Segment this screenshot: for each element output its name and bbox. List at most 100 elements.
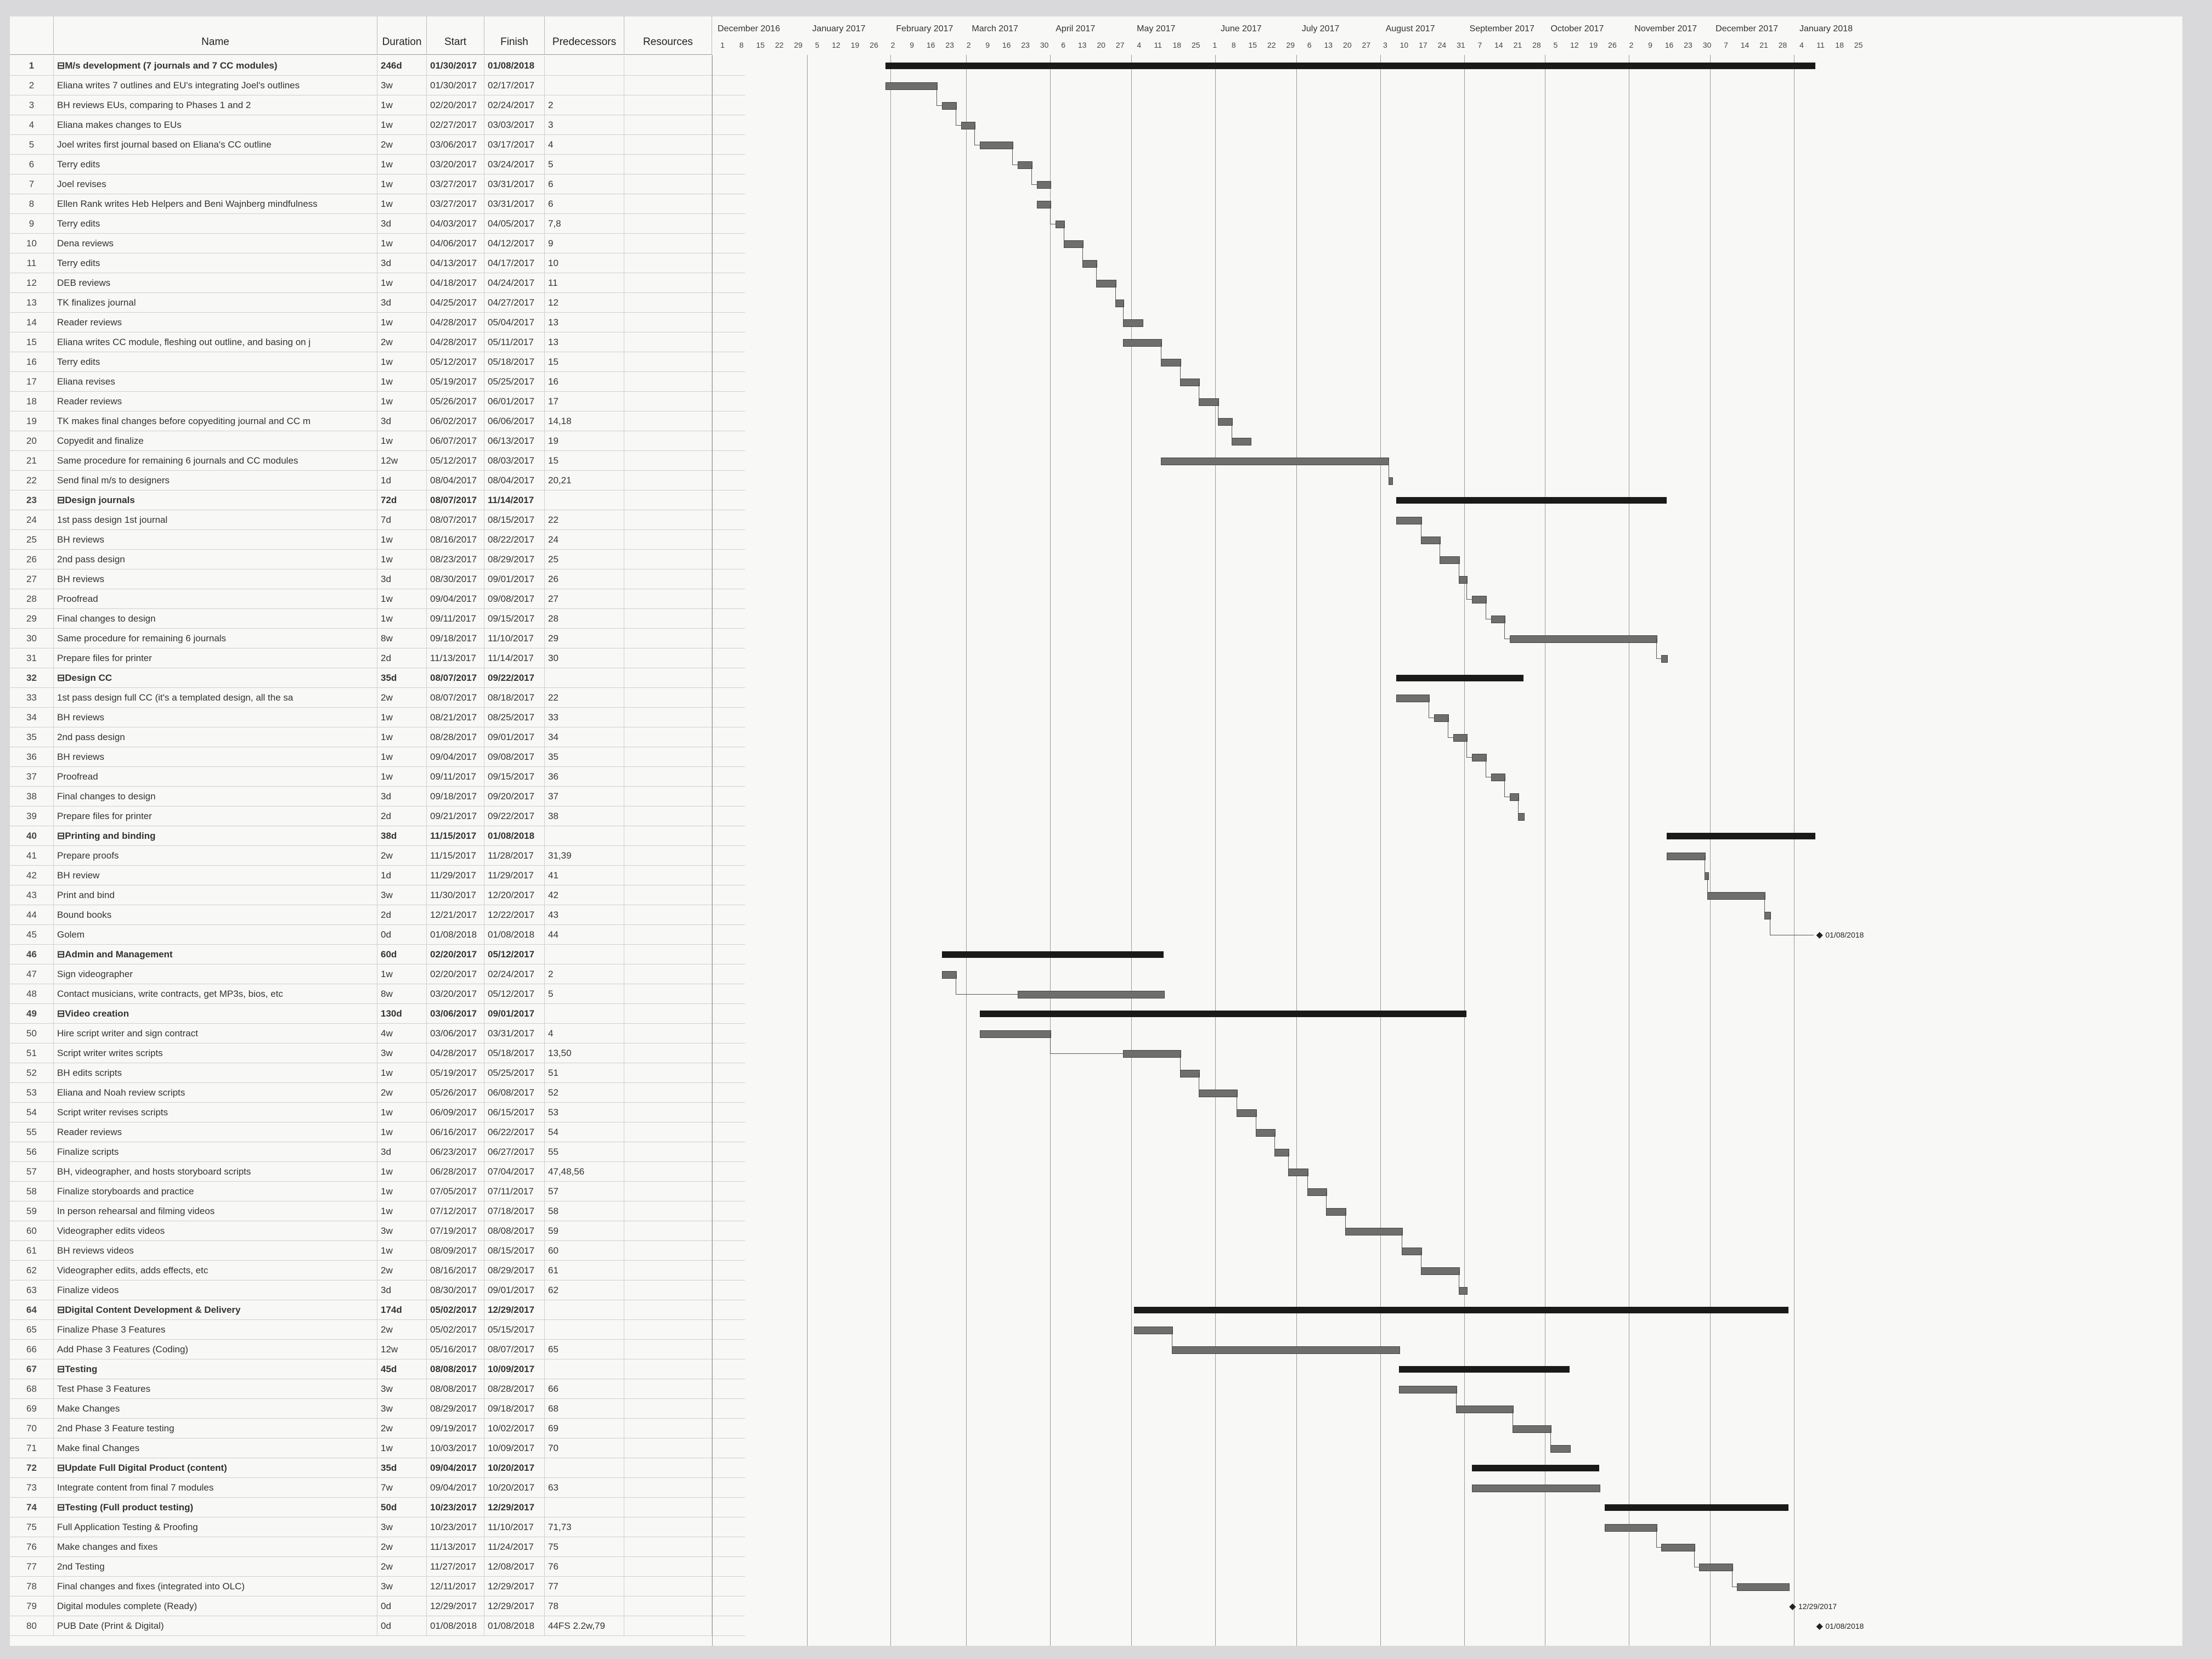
task-bar[interactable] <box>1458 1287 1468 1295</box>
task-predecessors[interactable]: 36 <box>545 767 624 787</box>
task-name[interactable]: Joel writes first journal based on Elian… <box>54 135 377 155</box>
task-duration[interactable]: 1w <box>377 747 427 767</box>
task-duration[interactable]: 1d <box>377 471 427 490</box>
task-start[interactable]: 06/23/2017 <box>427 1142 484 1162</box>
table-row[interactable]: 23 ⊟Design journals 72d 08/07/2017 11/14/201… <box>10 490 745 510</box>
task-bar[interactable] <box>1434 714 1449 722</box>
task-resources[interactable] <box>624 1537 712 1557</box>
task-finish[interactable]: 03/31/2017 <box>484 1024 545 1043</box>
table-row[interactable]: 69 Make Changes 3w 08/29/2017 09/18/2017 68 <box>10 1399 745 1419</box>
table-row[interactable]: 51 Script writer writes scripts 3w 04/28/20… <box>10 1043 745 1063</box>
table-row[interactable]: 59 In person rehearsal and filming videos… <box>10 1201 745 1221</box>
task-name[interactable]: Final changes to design <box>54 787 377 806</box>
task-duration[interactable]: 1w <box>377 1103 427 1122</box>
task-start[interactable]: 09/11/2017 <box>427 767 484 787</box>
task-predecessors[interactable]: 25 <box>545 550 624 569</box>
table-row[interactable]: 20 Copyedit and finalize 1w 06/07/2017 06/13… <box>10 431 745 451</box>
task-finish[interactable]: 01/08/2018 <box>484 1616 545 1636</box>
table-row[interactable]: 71 Make final Changes 1w 10/03/2017 10/09/20… <box>10 1438 745 1458</box>
task-start[interactable]: 08/21/2017 <box>427 708 484 727</box>
task-name[interactable]: ⊟Testing (Full product testing) <box>54 1498 377 1517</box>
task-resources[interactable] <box>624 135 712 155</box>
task-bar[interactable] <box>1199 398 1219 406</box>
task-resources[interactable] <box>624 688 712 708</box>
task-bar[interactable] <box>1172 1346 1401 1354</box>
task-resources[interactable] <box>624 1399 712 1419</box>
task-start[interactable]: 05/12/2017 <box>427 451 484 471</box>
table-row[interactable]: 56 Finalize scripts 3d 06/23/2017 06/27/2017… <box>10 1142 745 1162</box>
table-row[interactable]: 37 Proofread 1w 09/11/2017 09/15/2017 36 <box>10 767 745 787</box>
task-predecessors[interactable]: 15 <box>545 352 624 372</box>
table-row[interactable]: 13 TK finalizes journal 3d 04/25/2017 04/27/… <box>10 293 745 313</box>
table-row[interactable]: 4 Eliana makes changes to EUs 1w 02/27/2017… <box>10 115 745 135</box>
task-finish[interactable]: 08/29/2017 <box>484 1261 545 1280</box>
task-predecessors[interactable]: 68 <box>545 1399 624 1419</box>
table-row[interactable]: 33 1st pass design full CC (it's a templa… <box>10 688 745 708</box>
task-name[interactable]: Reader reviews <box>54 392 377 411</box>
task-duration[interactable]: 2d <box>377 905 427 925</box>
summary-bar[interactable] <box>1399 1366 1570 1373</box>
task-duration[interactable]: 2d <box>377 806 427 826</box>
table-row[interactable]: 73 Integrate content from final 7 modules… <box>10 1478 745 1498</box>
task-name[interactable]: 2nd Testing <box>54 1557 377 1577</box>
task-finish[interactable]: 08/22/2017 <box>484 530 545 550</box>
table-row[interactable]: 53 Eliana and Noah review scripts 2w 05/26/… <box>10 1083 745 1103</box>
task-predecessors[interactable]: 44 <box>545 925 624 945</box>
task-start[interactable]: 04/13/2017 <box>427 253 484 273</box>
task-resources[interactable] <box>624 56 712 76</box>
task-duration[interactable]: 3w <box>377 885 427 905</box>
task-name[interactable]: Digital modules complete (Ready) <box>54 1596 377 1616</box>
task-duration[interactable]: 2w <box>377 135 427 155</box>
task-name[interactable]: Hire script writer and sign contract <box>54 1024 377 1043</box>
task-finish[interactable]: 12/29/2017 <box>484 1498 545 1517</box>
table-row[interactable]: 66 Add Phase 3 Features (Coding) 12w 05/16/… <box>10 1340 745 1359</box>
task-resources[interactable] <box>624 273 712 293</box>
task-duration[interactable]: 3w <box>377 1577 427 1596</box>
task-name[interactable]: Finalize scripts <box>54 1142 377 1162</box>
task-finish[interactable]: 09/01/2017 <box>484 727 545 747</box>
task-predecessors[interactable]: 77 <box>545 1577 624 1596</box>
task-predecessors[interactable]: 55 <box>545 1142 624 1162</box>
task-resources[interactable] <box>624 1300 712 1320</box>
task-finish[interactable]: 05/25/2017 <box>484 1063 545 1083</box>
task-bar[interactable] <box>1420 1267 1460 1275</box>
task-bar[interactable] <box>1036 181 1052 189</box>
task-predecessors[interactable]: 14,18 <box>545 411 624 431</box>
table-row[interactable]: 2 Eliana writes 7 outlines and EU's integ… <box>10 76 745 95</box>
task-resources[interactable] <box>624 1043 712 1063</box>
task-duration[interactable]: 1w <box>377 95 427 115</box>
task-duration[interactable]: 1w <box>377 372 427 392</box>
task-bar[interactable] <box>1510 635 1657 643</box>
task-start[interactable]: 08/08/2017 <box>427 1379 484 1399</box>
task-predecessors[interactable] <box>545 1458 624 1478</box>
table-row[interactable]: 68 Test Phase 3 Features 3w 08/08/2017 08/28… <box>10 1379 745 1399</box>
task-duration[interactable]: 2w <box>377 332 427 352</box>
table-row[interactable]: 41 Prepare proofs 2w 11/15/2017 11/28/2017 31… <box>10 846 745 866</box>
task-resources[interactable] <box>624 846 712 866</box>
task-resources[interactable] <box>624 234 712 253</box>
task-bar[interactable] <box>1115 300 1125 307</box>
task-start[interactable]: 05/26/2017 <box>427 1083 484 1103</box>
task-predecessors[interactable]: 66 <box>545 1379 624 1399</box>
task-finish[interactable]: 03/17/2017 <box>484 135 545 155</box>
task-predecessors[interactable]: 69 <box>545 1419 624 1438</box>
task-duration[interactable]: 1w <box>377 194 427 214</box>
task-resources[interactable] <box>624 313 712 332</box>
task-name[interactable]: Script writer revises scripts <box>54 1103 377 1122</box>
task-start[interactable]: 09/18/2017 <box>427 787 484 806</box>
task-resources[interactable] <box>624 530 712 550</box>
task-duration[interactable]: 1w <box>377 589 427 609</box>
task-finish[interactable]: 11/14/2017 <box>484 490 545 510</box>
task-predecessors[interactable]: 33 <box>545 708 624 727</box>
task-duration[interactable]: 3d <box>377 1280 427 1300</box>
task-predecessors[interactable]: 9 <box>545 234 624 253</box>
task-bar[interactable] <box>980 1030 1052 1038</box>
task-predecessors[interactable]: 78 <box>545 1596 624 1616</box>
task-resources[interactable] <box>624 1577 712 1596</box>
task-name[interactable]: Terry edits <box>54 253 377 273</box>
task-finish[interactable]: 05/04/2017 <box>484 313 545 332</box>
task-predecessors[interactable]: 31,39 <box>545 846 624 866</box>
table-row[interactable]: 38 Final changes to design 3d 09/18/2017 09/… <box>10 787 745 806</box>
task-duration[interactable]: 1w <box>377 1182 427 1201</box>
task-name[interactable]: 1st pass design 1st journal <box>54 510 377 530</box>
